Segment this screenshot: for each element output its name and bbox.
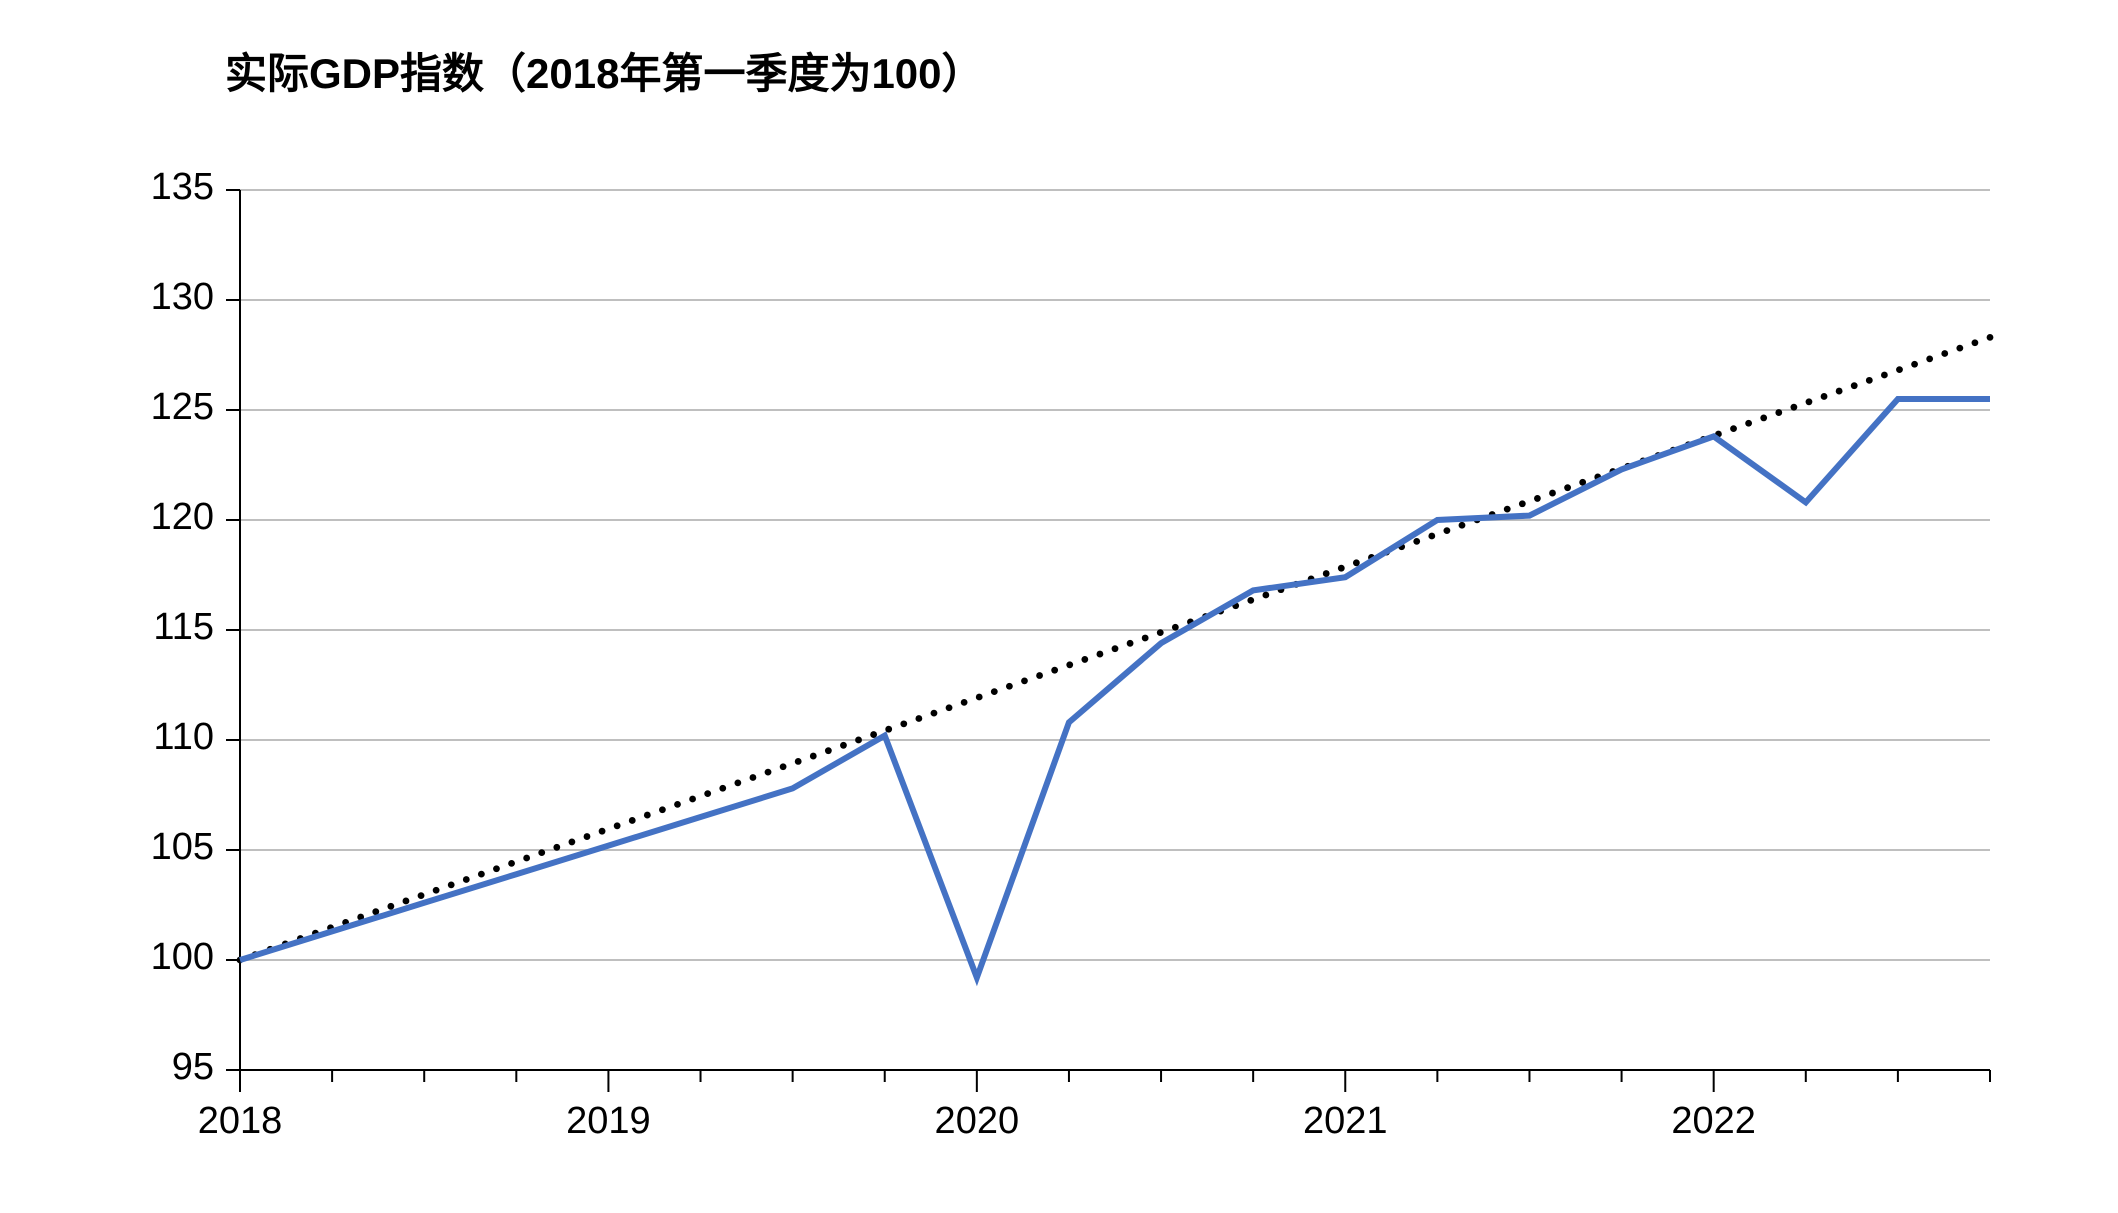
x-tick-label: 2021 — [1303, 1100, 1388, 1143]
x-tick-label: 2018 — [198, 1100, 283, 1143]
y-tick-label: 95 — [172, 1046, 214, 1089]
y-tick-label: 100 — [151, 936, 214, 979]
y-tick-label: 115 — [153, 606, 214, 649]
x-tick-label: 2022 — [1671, 1100, 1756, 1143]
x-tick-label: 2019 — [566, 1100, 651, 1143]
y-tick-label: 135 — [151, 166, 214, 209]
y-tick-label: 130 — [151, 276, 214, 319]
page-root: 实际GDP指数（2018年第一季度为100） 95100105110115120… — [0, 0, 2118, 1213]
y-tick-label: 110 — [153, 716, 214, 759]
y-tick-label: 120 — [151, 496, 214, 539]
x-tick-label: 2020 — [935, 1100, 1020, 1143]
gdp-line-chart — [0, 0, 2118, 1213]
chart-svg — [0, 0, 2118, 1213]
y-tick-label: 105 — [151, 826, 214, 869]
y-tick-label: 125 — [151, 386, 214, 429]
